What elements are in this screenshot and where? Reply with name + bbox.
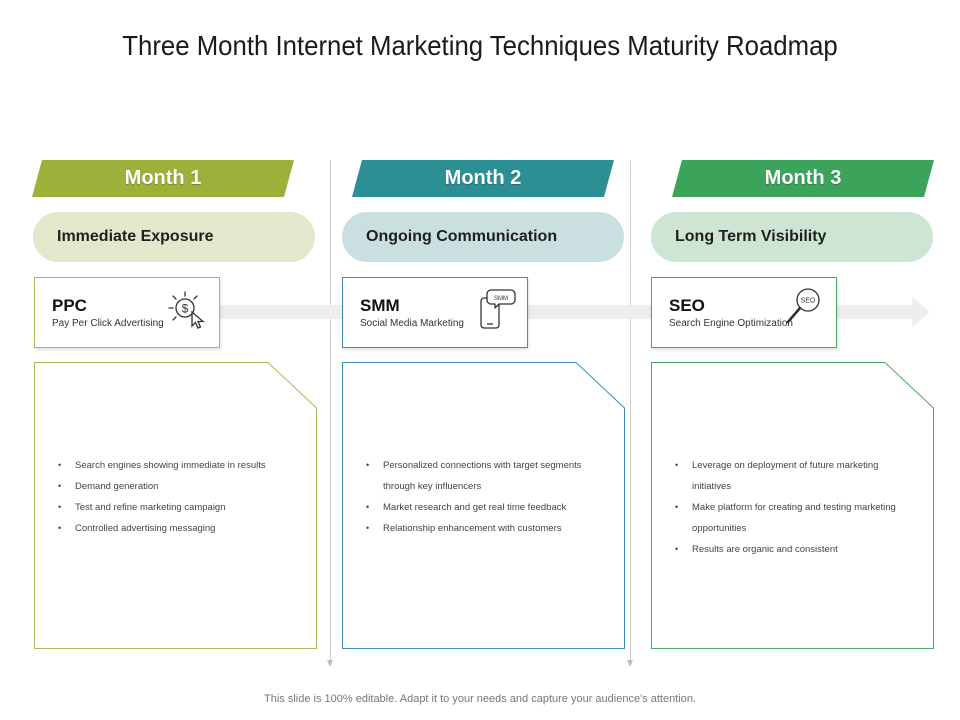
list-item: Relationship enhancement with customers xyxy=(366,518,606,539)
ppc-card: PPC Pay Per Click Advertising $ xyxy=(34,277,220,348)
smm-card: SMM Social Media Marketing SMM xyxy=(342,277,528,348)
month-3-banner: Month 3 xyxy=(672,160,934,197)
list-item: Results are organic and consistent xyxy=(675,539,915,560)
smm-phone-chat-icon: SMM xyxy=(480,289,516,329)
list-item: Personalized connections with target seg… xyxy=(366,455,606,497)
list-item: Market research and get real time feedba… xyxy=(366,497,606,518)
list-item: Test and refine marketing campaign xyxy=(58,497,298,518)
month-1-bullet-list: Search engines showing immediate in resu… xyxy=(58,455,298,539)
page-title: Three Month Internet Marketing Technique… xyxy=(122,30,838,61)
footer-note: This slide is 100% editable. Adapt it to… xyxy=(264,693,696,705)
svg-text:SEO: SEO xyxy=(801,298,816,305)
month-2-bullet-list: Personalized connections with target seg… xyxy=(366,455,606,539)
month-3-details-note: Leverage on deployment of future marketi… xyxy=(651,362,934,649)
timeline-arrow-head xyxy=(912,297,930,327)
ppc-click-dollar-icon: $ xyxy=(168,291,205,329)
card-subtitle: Search Engine Optimization xyxy=(669,318,793,329)
list-item: Search engines showing immediate in resu… xyxy=(58,455,298,476)
month-1-goal-pill: Immediate Exposure xyxy=(33,212,315,262)
list-item: Controlled advertising messaging xyxy=(58,518,298,539)
month-2-goal-pill: Ongoing Communication xyxy=(342,212,624,262)
column-divider xyxy=(327,160,333,667)
seo-card: SEO Search Engine Optimization SEO xyxy=(651,277,837,348)
card-title: SEO xyxy=(669,296,705,315)
month-2-details-note: Personalized connections with target seg… xyxy=(342,362,625,649)
svg-text:$: $ xyxy=(182,302,189,316)
list-item: Make platform for creating and testing m… xyxy=(675,497,915,539)
card-subtitle: Social Media Marketing xyxy=(360,318,464,329)
list-item: Demand generation xyxy=(58,476,298,497)
month-1-banner: Month 1 xyxy=(32,160,294,197)
card-subtitle: Pay Per Click Advertising xyxy=(52,318,164,329)
column-divider xyxy=(627,160,633,667)
svg-text:SMM: SMM xyxy=(494,296,508,302)
month-1-details-note: Search engines showing immediate in resu… xyxy=(34,362,317,649)
list-item: Leverage on deployment of future marketi… xyxy=(675,455,915,497)
card-title: PPC xyxy=(52,296,87,315)
month-2-banner: Month 2 xyxy=(352,160,614,197)
month-3-goal-pill: Long Term Visibility xyxy=(651,212,933,262)
seo-magnifier-icon: SEO xyxy=(786,288,820,324)
card-title: SMM xyxy=(360,296,400,315)
month-3-bullet-list: Leverage on deployment of future marketi… xyxy=(675,455,915,560)
